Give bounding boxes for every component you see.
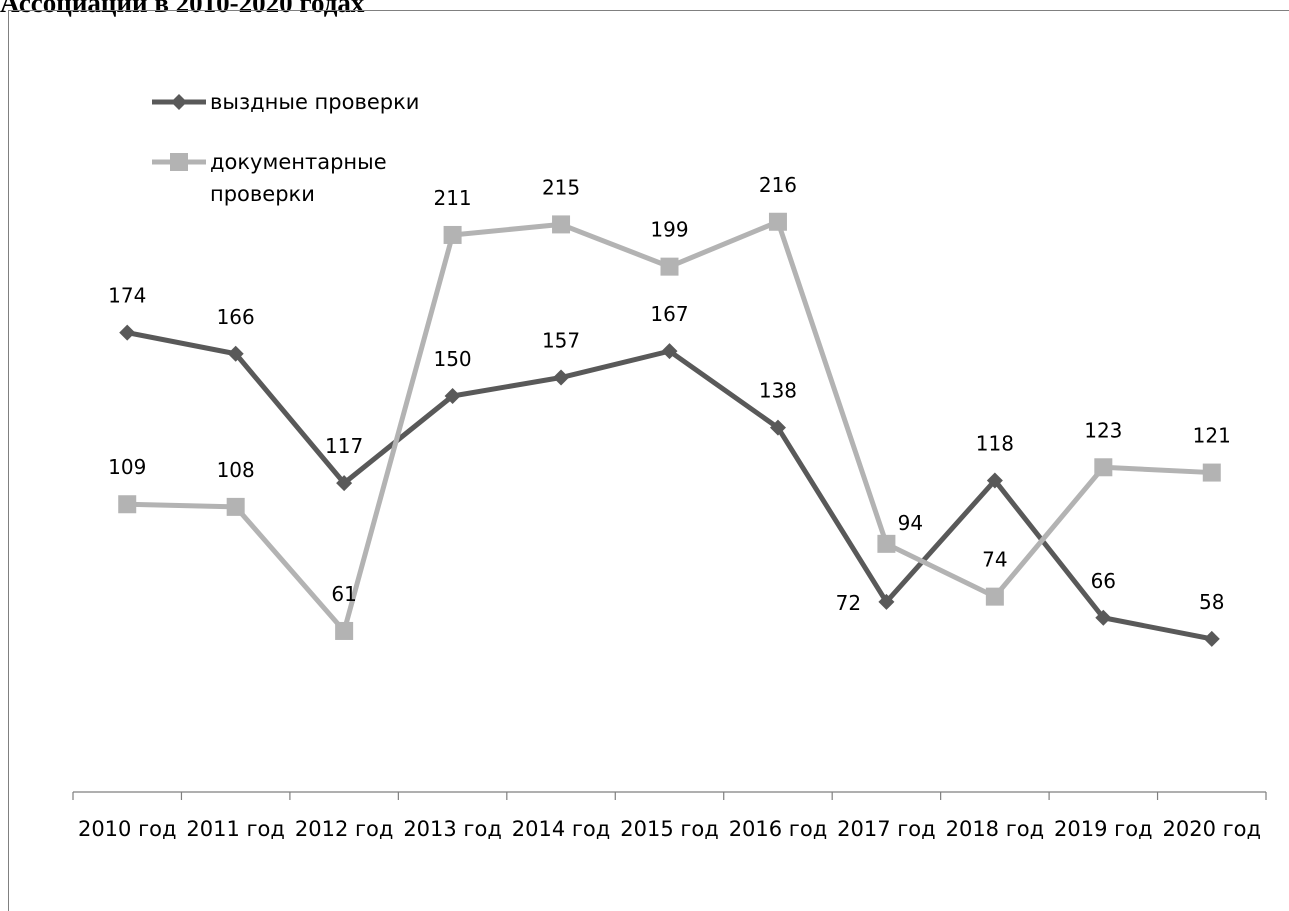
diamond-marker: [444, 388, 461, 404]
x-axis: 2010 год 2011 год 2012 год 2013 год 2014 год…: [72, 791, 1267, 841]
diamond-marker: [336, 475, 353, 492]
data-label: 216: [759, 173, 797, 197]
square-marker: [660, 257, 679, 276]
square-marker: [552, 215, 571, 234]
data-label: 150: [433, 347, 471, 371]
series-line: [126, 330, 1213, 642]
data-label: 109: [108, 455, 146, 479]
square-marker: [985, 587, 1004, 606]
x-tick-label: 2012 год: [295, 817, 394, 841]
legend-label: выздные проверки: [210, 90, 419, 114]
x-tick-label: 2013 год: [403, 817, 502, 841]
chart-title: Ассоциации в 2010-2020 годах: [0, 0, 365, 18]
square-marker: [1202, 463, 1221, 482]
x-tick-label: 2019 год: [1054, 817, 1153, 841]
x-tick-label: 2018 год: [946, 817, 1045, 841]
data-label: 72: [836, 591, 861, 615]
data-label: 66: [1091, 569, 1116, 593]
data-label: 123: [1084, 418, 1122, 442]
diamond-marker: [1203, 630, 1220, 647]
diamond-marker: [769, 419, 786, 436]
square-marker: [443, 225, 462, 244]
x-tick-label: 2020 год: [1163, 817, 1262, 841]
data-label: 94: [898, 511, 923, 535]
diamond-marker: [986, 472, 1003, 489]
square-marker: [118, 495, 137, 514]
data-label: 61: [331, 582, 356, 606]
data-label: 166: [217, 305, 255, 329]
data-label: 215: [542, 175, 580, 199]
legend-label: документарные проверки: [210, 150, 387, 206]
diamond-marker: [227, 345, 244, 362]
square-marker: [877, 534, 896, 553]
series-line: [127, 219, 1212, 634]
legend-diamond-marker: [171, 94, 187, 110]
x-tick-label: 2010 год: [78, 817, 177, 841]
chart-frame: [8, 10, 1289, 911]
data-label: 117: [325, 434, 363, 458]
diamond-marker: [878, 593, 895, 610]
square-marker: [335, 621, 354, 640]
data-label: 118: [976, 431, 1014, 455]
x-tick-label: 2017 год: [837, 817, 936, 841]
data-label: 157: [542, 329, 580, 353]
data-label: 167: [650, 302, 688, 326]
diamond-marker: [553, 369, 570, 386]
square-marker: [768, 212, 787, 231]
x-tick-label: 2014 год: [512, 817, 611, 841]
legend: выздные проверки документарные проверки: [152, 90, 419, 206]
square-marker: [226, 497, 245, 516]
diamond-marker: [119, 324, 136, 341]
data-label: 138: [759, 379, 797, 403]
legend-square-marker: [170, 153, 188, 171]
data-label: 211: [433, 186, 471, 210]
square-marker: [1094, 458, 1113, 477]
data-label: 174: [108, 284, 146, 308]
x-tick-label: 2016 год: [729, 817, 828, 841]
x-tick-label: 2011 год: [186, 817, 285, 841]
data-label: 108: [217, 458, 255, 482]
diamond-marker: [661, 343, 678, 360]
data-label: 199: [650, 218, 688, 242]
data-label: 121: [1193, 424, 1231, 448]
data-label: 74: [982, 548, 1007, 572]
data-label: 58: [1199, 590, 1224, 614]
x-tick-label: 2015 год: [620, 817, 719, 841]
diamond-marker: [1095, 609, 1112, 626]
